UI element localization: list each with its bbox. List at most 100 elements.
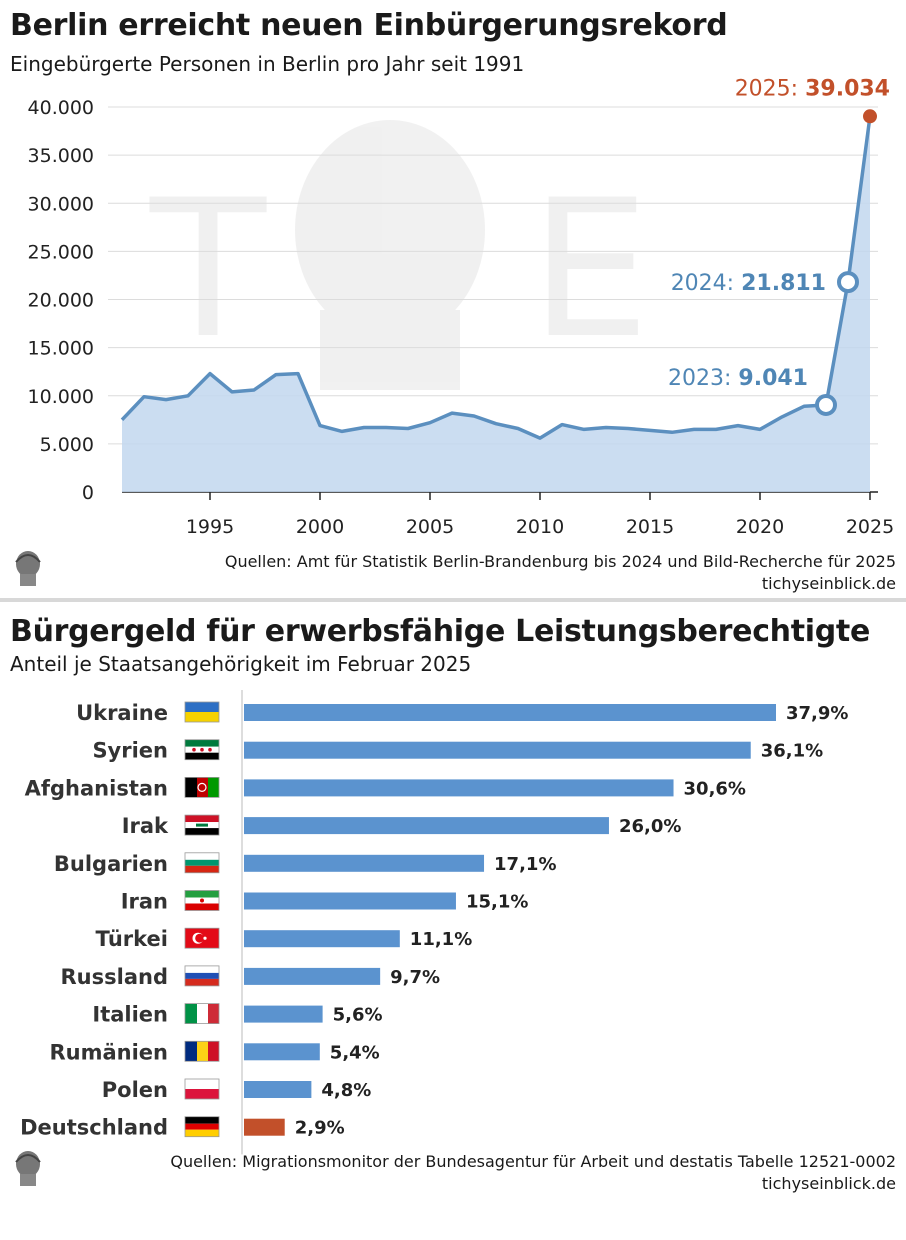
- value-label: 5,6%: [333, 1005, 383, 1026]
- x-tick-label: 2005: [406, 516, 454, 538]
- value-label: 36,1%: [761, 741, 823, 762]
- category-label: Deutschland: [20, 1116, 168, 1140]
- y-axis-tick-labels: 0 5.000 10.000 15.000 20.000 25.000 30.000 35.0…: [28, 97, 94, 504]
- x-tick-label: 2020: [736, 516, 784, 538]
- flag-iran-icon: [184, 890, 220, 911]
- category-label: Polen: [102, 1078, 168, 1102]
- x-axis-tick-labels: 1995 2000 2005 2010 2015 2020 2025: [186, 516, 894, 538]
- bar-row-rumänien: Rumänien 5,4%: [49, 1040, 379, 1064]
- annotation-label: 2025:: [735, 76, 805, 101]
- bar: [244, 854, 485, 872]
- tichys-logo-icon-2: [15, 1151, 41, 1186]
- bar-row-syrien: Syrien 36,1%: [92, 739, 823, 763]
- bar: [244, 967, 381, 985]
- y-tick-label: 40.000: [28, 97, 94, 119]
- y-tick-label: 5.000: [40, 434, 94, 456]
- series-line: [120, 116, 872, 440]
- bar-row-polen: Polen 4,8%: [102, 1078, 372, 1102]
- value-label: 9,7%: [390, 967, 440, 988]
- y-tick-label: 0: [82, 482, 94, 504]
- annotation-value: 39.034: [805, 76, 890, 101]
- naturalization-area-chart: T E 0 5.000 10.000 15.000 20.000 25.000 30.000…: [28, 76, 895, 538]
- bar-row-italien: Italien 5,6%: [92, 1003, 382, 1027]
- x-tick-label: 2010: [516, 516, 564, 538]
- bar-row-türkei: Türkei 11,1%: [96, 927, 473, 951]
- bar: [244, 704, 776, 721]
- point-2024: [837, 271, 859, 294]
- area-fill: [122, 116, 870, 493]
- flag-syria-icon: [184, 739, 220, 761]
- annotation-label: 2024:: [671, 271, 741, 296]
- y-tick-label: 25.000: [28, 241, 94, 263]
- flag-bulgaria-icon: [184, 852, 220, 874]
- bar: [244, 1043, 320, 1061]
- value-label: 2,9%: [295, 1118, 345, 1139]
- flag-italy-icon: [184, 1003, 220, 1025]
- bar: [244, 930, 400, 948]
- value-label: 17,1%: [494, 854, 556, 875]
- bar-chart-title: Bürgergeld für erwerbsfähige Leistungsbe…: [10, 614, 871, 649]
- watermark-logo: T E: [149, 120, 650, 390]
- value-label: 37,9%: [786, 703, 848, 724]
- bar: [244, 741, 751, 759]
- naturalization-chart-panel: Berlin erreicht neuen Einbürgerungsrekor…: [0, 0, 906, 600]
- benefits-bar-chart: Ukraine 37,9%Syrien 36,1%Afghanistan 30,6%I…: [20, 690, 848, 1155]
- annotation-value: 9.041: [738, 366, 808, 391]
- flag-poland-icon: [184, 1078, 220, 1100]
- category-label: Italien: [92, 1003, 168, 1027]
- value-label: 5,4%: [330, 1042, 380, 1063]
- category-label: Türkei: [96, 927, 168, 951]
- bar-row-deutschland: Deutschland 2,9%: [20, 1116, 345, 1140]
- line-chart-title: Berlin erreicht neuen Einbürgerungsrekor…: [10, 8, 728, 43]
- category-label: Syrien: [92, 739, 168, 763]
- flag-iraq-icon: [184, 814, 220, 836]
- y-tick-label: 20.000: [28, 290, 94, 312]
- annotation-2023: 2023: 9.041: [668, 366, 808, 391]
- category-label: Rumänien: [49, 1040, 168, 1064]
- annotation-value: 21.811: [741, 271, 826, 296]
- value-label: 11,1%: [410, 929, 472, 950]
- flag-turkey-icon: [184, 927, 220, 949]
- point-2023: [815, 393, 837, 416]
- bar: [244, 1118, 285, 1136]
- category-label: Ukraine: [76, 701, 168, 725]
- x-tick-label: 2000: [296, 516, 344, 538]
- benefits-chart-panel: Bürgergeld für erwerbsfähige Leistungsbe…: [0, 600, 906, 1200]
- annotations: 2023: 9.041 2024: 21.811 2025: 39.034: [668, 76, 890, 391]
- x-tick-label: 1995: [186, 516, 234, 538]
- bar: [244, 892, 456, 910]
- annotated-points: [815, 109, 877, 416]
- bar: [244, 1005, 323, 1023]
- bar-chart-site: tichyseinblick.de: [761, 1174, 896, 1193]
- category-label: Afghanistan: [25, 776, 168, 800]
- svg-text:E: E: [530, 159, 650, 380]
- annotation-2024: 2024: 21.811: [671, 271, 826, 296]
- y-tick-label: 15.000: [28, 338, 94, 360]
- x-axis: [122, 491, 878, 500]
- bar-chart-source: Quellen: Migrationsmonitor der Bundesage…: [170, 1152, 896, 1171]
- bar-row-iran: Iran 15,1%: [121, 890, 529, 914]
- category-label: Irak: [122, 814, 169, 838]
- category-label: Bulgarien: [54, 852, 168, 876]
- bar: [244, 1081, 312, 1098]
- x-tick-label: 2015: [626, 516, 674, 538]
- value-label: 30,6%: [684, 778, 746, 799]
- category-label: Russland: [61, 965, 168, 989]
- flag-russia-icon: [184, 965, 220, 987]
- value-label: 4,8%: [321, 1080, 371, 1101]
- line-chart-subtitle: Eingebürgerte Personen in Berlin pro Jah…: [10, 52, 525, 76]
- y-tick-label: 10.000: [28, 386, 94, 408]
- line-chart-source: Quellen: Amt für Statistik Berlin-Brande…: [224, 552, 896, 571]
- y-tick-label: 30.000: [28, 193, 94, 215]
- line-chart-site: tichyseinblick.de: [761, 574, 896, 593]
- flag-ukraine-icon: [184, 701, 220, 723]
- bar: [244, 779, 674, 797]
- y-tick-label: 35.000: [28, 145, 94, 167]
- tichys-logo-icon: [15, 551, 41, 586]
- value-label: 15,1%: [466, 892, 528, 913]
- bar: [244, 817, 609, 835]
- bar-row-irak: Irak 26,0%: [122, 814, 682, 838]
- bar-chart-subtitle: Anteil je Staatsangehörigkeit im Februar…: [10, 652, 472, 676]
- annotation-2025: 2025: 39.034: [735, 76, 890, 101]
- point-2025: [863, 109, 877, 124]
